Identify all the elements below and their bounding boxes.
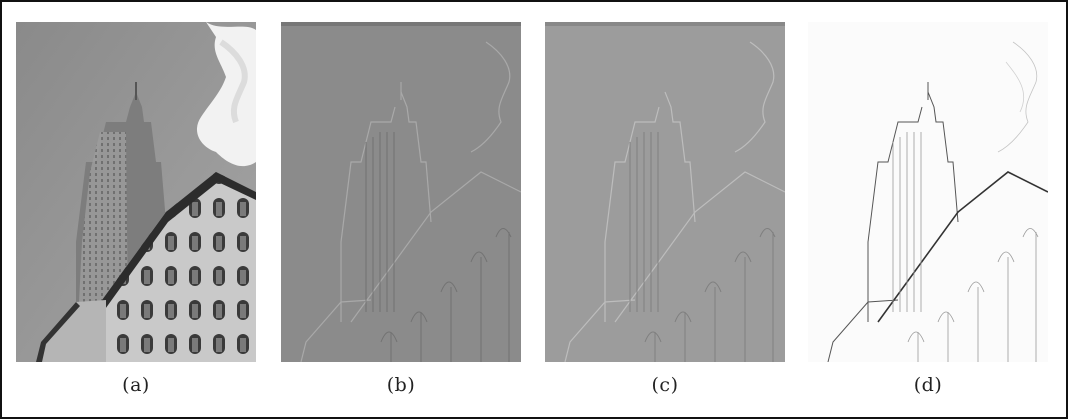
panel-b-emboss <box>281 22 521 362</box>
building-photo-image <box>16 22 256 362</box>
caption-a: (a) <box>122 374 150 396</box>
building-emboss-image <box>281 22 521 362</box>
caption-b: (b) <box>386 374 416 396</box>
panel-a-photo <box>16 22 256 362</box>
caption-c: (c) <box>651 374 679 396</box>
caption-d: (d) <box>913 374 943 396</box>
panel-c-emboss <box>545 22 785 362</box>
building-emboss-light-image <box>545 22 785 362</box>
panel-d-sketch <box>808 22 1048 362</box>
building-sketch-image <box>808 22 1048 362</box>
